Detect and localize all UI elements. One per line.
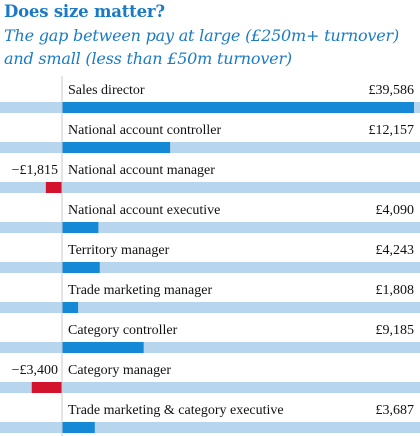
bar-negative: [45, 182, 62, 193]
value-label: £9,185: [376, 323, 415, 338]
category-label: Territory manager: [68, 243, 170, 258]
bar-positive: [62, 102, 414, 113]
bar-track: [0, 222, 420, 233]
value-label: £3,687: [376, 403, 415, 418]
value-label: £4,243: [376, 243, 415, 258]
category-label: Trade marketing & category executive: [68, 403, 284, 418]
bar-track: [0, 382, 420, 393]
value-label: £4,090: [376, 203, 415, 218]
category-label: National account controller: [68, 123, 221, 138]
bar-track: [0, 142, 420, 153]
chart-subtitle: The gap between pay at large (£250m+ tur…: [4, 26, 400, 68]
bar-track: [0, 342, 420, 353]
bar-positive: [62, 262, 100, 273]
category-label: National account executive: [68, 203, 220, 218]
category-label: Category manager: [68, 363, 171, 378]
bar-positive: [62, 342, 144, 353]
category-label: Sales director: [68, 83, 145, 98]
value-label: £1,808: [376, 283, 415, 298]
bar-track: [0, 262, 420, 273]
bar-track: [0, 302, 420, 313]
bar-track: [0, 182, 420, 193]
bar-positive: [62, 302, 79, 313]
value-label: −£3,400: [12, 363, 58, 378]
value-label: £12,157: [369, 123, 415, 138]
bar-positive: [62, 222, 99, 233]
bar-positive: [62, 422, 95, 433]
bar-track: [0, 422, 420, 433]
bar-negative: [31, 382, 62, 393]
bar-positive: [62, 142, 171, 153]
category-label: Category controller: [68, 323, 178, 338]
category-label: National account manager: [68, 163, 215, 178]
value-label: −£1,815: [12, 163, 58, 178]
chart-title: Does size matter?: [4, 2, 165, 21]
category-label: Trade marketing manager: [68, 283, 212, 298]
value-label: £39,586: [369, 83, 415, 98]
